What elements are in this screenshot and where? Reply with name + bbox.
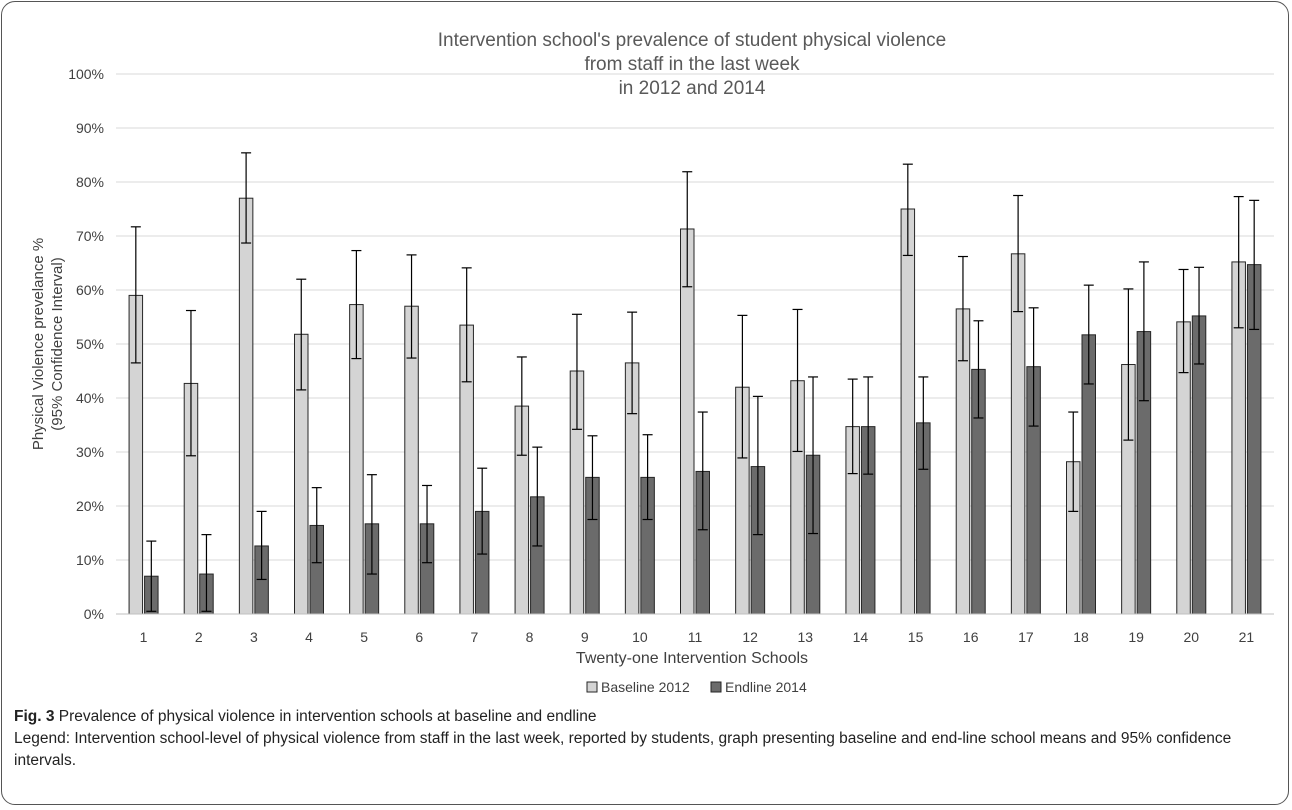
x-tick-label: 20 [1183,629,1199,645]
y-axis-ticks: 0% 10% 20% 30% 40% 50% 60% 70% 80% 90% 100% [68,66,104,622]
baseline-bar [238,197,254,615]
figure-label: Fig. 3 [14,708,55,725]
y-tick-label: 0% [84,606,104,622]
legend-label-baseline: Baseline 2012 [601,679,690,695]
x-tick-label: 6 [415,629,423,645]
bars [128,197,1262,615]
legend-swatch-baseline [586,681,598,693]
y-tick-label: 90% [76,120,104,136]
x-tick-label: 10 [632,629,648,645]
figure-legend-text: Legend: Intervention school-level of phy… [14,730,1232,769]
x-tick-label: 5 [360,629,368,645]
x-tick-label: 21 [1239,629,1255,645]
y-axis-label: Physical Violence prevelance % (95% Confi… [30,238,66,450]
x-tick-label: 14 [853,629,869,645]
x-tick-label: 16 [963,629,979,645]
y-tick-label: 100% [68,66,104,82]
chart-title-line: in 2012 and 2014 [619,78,766,99]
grid-lines [116,73,1274,561]
chart-title-line: Intervention school's prevalence of stud… [438,30,946,51]
y-tick-label: 20% [76,498,104,514]
baseline-bar [900,208,916,615]
y-tick-label: 50% [76,336,104,352]
y-tick-label: 80% [76,174,104,190]
y-tick-label: 10% [76,552,104,568]
x-tick-label: 19 [1128,629,1144,645]
x-tick-label: 2 [195,629,203,645]
x-tick-label: 7 [471,629,479,645]
x-tick-label: 9 [581,629,589,645]
x-tick-label: 3 [250,629,258,645]
figure-caption: Fig. 3 Prevalence of physical violence i… [14,706,1278,772]
legend-swatch-endline [710,681,722,693]
x-tick-label: 15 [908,629,924,645]
legend-label-endline: Endline 2014 [725,679,807,695]
y-tick-label: 30% [76,444,104,460]
x-axis-ticks: 1 2 3 4 5 6 7 8 9 10 11 12 13 14 15 16 17 18 19 20 21 [140,629,1255,645]
x-tick-label: 12 [742,629,758,645]
error-bars [130,152,1260,612]
x-tick-label: 11 [688,629,703,645]
chart-title-line: from staff in the last week [584,54,800,75]
figure-title: Prevalence of physical violence in inter… [54,708,597,725]
x-tick-label: 4 [305,629,313,645]
x-tick-label: 13 [797,629,813,645]
y-tick-label: 60% [76,282,104,298]
x-tick-label: 17 [1018,629,1034,645]
y-tick-label: 40% [76,390,104,406]
legend: Baseline 2012 Endline 2014 [586,679,807,695]
chart-title: Intervention school's prevalence of stud… [438,30,946,99]
y-tick-label: 70% [76,228,104,244]
x-tick-label: 18 [1073,629,1089,645]
y-axis-label-line: (95% Confidence Interval) [49,257,66,430]
y-axis-label-line: Physical Violence prevelance % [30,238,47,450]
x-tick-label: 8 [526,629,534,645]
x-axis-label: Twenty-one Intervention Schools [576,650,808,667]
x-tick-label: 1 [140,629,148,645]
